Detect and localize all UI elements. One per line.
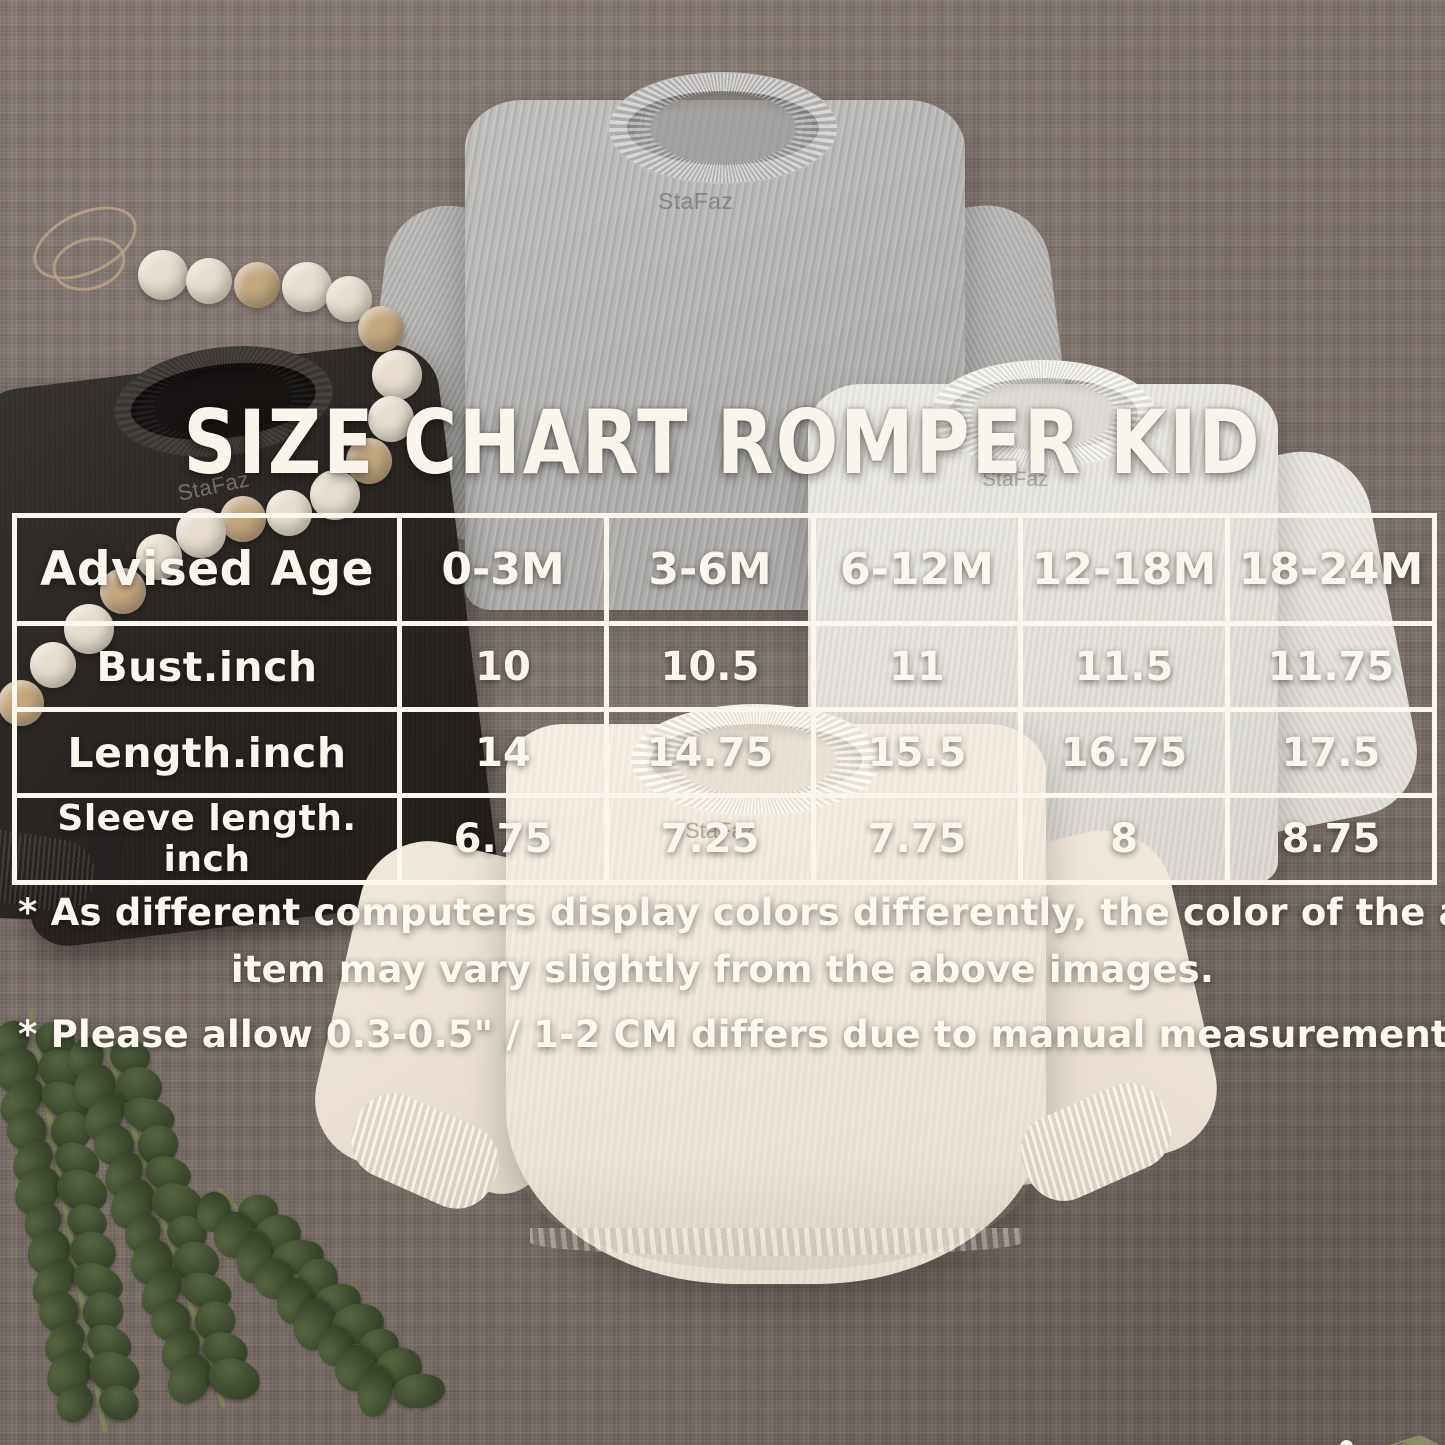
sleeve-12-18m: 8 <box>1018 793 1230 885</box>
garland-bead <box>368 396 414 442</box>
garland-bead <box>186 258 232 304</box>
disclaimer-notes: * As different computers display colors … <box>18 884 1445 1063</box>
note-measurement-disclaimer: * Please allow 0.3-0.5" / 1-2 CM differs… <box>18 1006 1445 1063</box>
garland-bead <box>346 438 392 484</box>
flower-floret <box>1340 1440 1354 1445</box>
bust-18-24m: 11.75 <box>1225 621 1437 712</box>
length-3-6m: 14.75 <box>604 707 816 798</box>
note-color-disclaimer: * As different computers display colors … <box>18 884 1445 998</box>
sleeve-6-12m: 7.75 <box>811 793 1023 885</box>
table-row-bust: Bust.inch 10 10.5 11 11.5 11.75 <box>12 621 1437 712</box>
note-measurement-line: * Please allow 0.3-0.5" / 1-2 CM differs… <box>18 1013 1445 1056</box>
bust-3-6m: 10.5 <box>604 621 816 712</box>
size-table: Advised Age 0-3M 3-6M 6-12M 12-18M 18-24… <box>12 513 1437 885</box>
table-row-sleeve: Sleeve length. inch 6.75 7.25 7.75 8 8.7… <box>12 793 1437 885</box>
sleeve-3-6m: 7.25 <box>604 793 816 885</box>
row-label-sleeve: Sleeve length. inch <box>12 793 402 885</box>
header-cell-0-3m: 0-3M <box>397 513 609 626</box>
header-cell-18-24m: 18-24M <box>1225 513 1437 626</box>
header-cell-6-12m: 6-12M <box>811 513 1023 626</box>
header-cell-12-18m: 12-18M <box>1018 513 1230 626</box>
length-18-24m: 17.5 <box>1225 707 1437 798</box>
garland-bead <box>372 350 422 400</box>
garland-bead <box>138 250 188 300</box>
cream-bubble-hem <box>520 1160 1032 1270</box>
brand-tag-grey: StaFaz <box>658 188 734 214</box>
bust-0-3m: 10 <box>397 621 609 712</box>
note-color-line-2: item may vary slightly from the above im… <box>230 948 1215 991</box>
table-row-length: Length.inch 14 14.75 15.5 16.75 17.5 <box>12 707 1437 798</box>
garland-bead <box>234 262 280 308</box>
babys-breath-flowers <box>1040 1015 1445 1445</box>
row-label-bust: Bust.inch <box>12 621 402 712</box>
brand-tag-white: StaFaz <box>982 468 1049 491</box>
header-cell-3-6m: 3-6M <box>604 513 816 626</box>
table-header-row: Advised Age 0-3M 3-6M 6-12M 12-18M 18-24… <box>12 513 1437 626</box>
length-6-12m: 15.5 <box>811 707 1023 798</box>
sleeve-0-3m: 6.75 <box>397 793 609 885</box>
row-label-length: Length.inch <box>12 707 402 798</box>
garland-bead <box>282 262 332 312</box>
header-cell-label: Advised Age <box>12 513 402 626</box>
sleeve-18-24m: 8.75 <box>1225 793 1437 885</box>
page-title: SIZE CHART ROMPER KID <box>183 390 1262 495</box>
bust-6-12m: 11 <box>811 621 1023 712</box>
garland-bead <box>310 470 360 520</box>
length-0-3m: 14 <box>397 707 609 798</box>
note-color-line-1: * As different computers display colors … <box>18 891 1445 934</box>
bust-12-18m: 11.5 <box>1018 621 1230 712</box>
length-12-18m: 16.75 <box>1018 707 1230 798</box>
garland-bead <box>358 306 404 352</box>
